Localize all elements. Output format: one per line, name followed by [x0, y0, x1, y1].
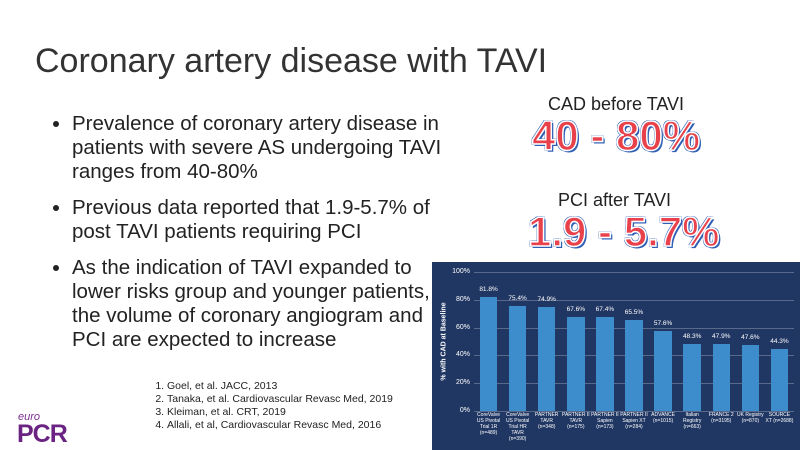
title: Coronary artery disease with TAVI [35, 42, 548, 80]
bar [479, 297, 498, 411]
value-label: 47.6% [741, 333, 760, 341]
stat-label: CAD before TAVI [548, 94, 685, 114]
y-axis-label: % with CAD at Baseline [440, 301, 448, 381]
x-tick-label: SOURCE XT (n=2688) [765, 412, 794, 424]
grid-line [474, 272, 794, 273]
bar [567, 317, 585, 411]
value-label: 57.6% [653, 319, 673, 327]
chart: 0% 20% 40% 60% 80% 100% % with CAD at Baseline… [432, 262, 800, 450]
x-tick-label: PARTNER II TAVR (n=175) [562, 412, 590, 430]
reference: Tanaka, et al. Cardiovascular Revasc Med… [167, 393, 393, 406]
bar [770, 349, 789, 411]
reference: Kleiman, et al. CRT, 2019 [167, 406, 393, 419]
logo-text: euro [18, 411, 41, 423]
bar [741, 344, 760, 411]
x-tick-label: PARTNER II Sapien (n=173) [591, 412, 619, 430]
bar [596, 317, 614, 411]
stat-value: 40 - 80% [531, 111, 701, 160]
x-tick-label: CoreValve US Pivotal Trial 1R (n=489) [476, 412, 501, 436]
bar [625, 319, 643, 411]
y-tick-label: 60% [455, 323, 470, 331]
y-tick-label: 100% [452, 268, 470, 275]
x-tick-label: PARTNER TAVR (n=348) [534, 412, 559, 430]
value-label: 47.9% [712, 333, 731, 341]
value-label: 67.6% [566, 306, 586, 314]
bullet: Previous data reported that 1.9-5.7% of … [72, 196, 450, 244]
x-tick-label: FRANCE 2 (n=3195) [708, 412, 734, 424]
bullet: Prevalence of coronary artery disease in… [72, 112, 450, 184]
y-tick-label: 20% [455, 379, 470, 387]
bar [712, 344, 730, 411]
y-tick-label: 80% [455, 295, 470, 303]
value-label: 74.9% [537, 295, 556, 303]
bar [654, 330, 672, 411]
stat-label: PCI after TAVI [558, 190, 672, 210]
bullet: As the indication of TAVI expanded to lo… [72, 256, 450, 352]
value-label: 44.3% [770, 338, 789, 346]
value-label: 75.4% [508, 295, 527, 303]
bar [508, 306, 527, 411]
value-label: 65.5% [624, 308, 644, 316]
grid-line [474, 299, 794, 301]
x-tick-label: CoreValve US Pivotal Trial HR TAVR (n=39… [505, 412, 530, 442]
reference: Allali, et al, Cardiovascular Revasc Med… [167, 419, 393, 432]
value-label: 67.4% [595, 306, 615, 314]
x-tick-label: Italian Registry (n=663) [682, 412, 702, 430]
x-tick-label: PARTNER II Sapien XT (n=284) [620, 412, 648, 430]
bar [683, 343, 701, 411]
x-tick-label: ADVANCE (n=1015) [651, 412, 675, 424]
reference: Goel, et al. JACC, 2013 [167, 380, 393, 393]
y-tick-label: 40% [455, 351, 470, 359]
stat-value: 1.9 - 5.7% [527, 207, 720, 256]
value-label: 81.8% [479, 286, 498, 294]
logo-text: PCR [17, 420, 68, 448]
value-label: 48.3% [682, 332, 702, 340]
grid-line [474, 411, 794, 412]
y-tick-label: 0% [459, 407, 470, 414]
bar [538, 306, 556, 411]
x-tick-label: UK Registry (n=870) [737, 412, 764, 424]
bullet-list: Prevalence of coronary artery disease in… [52, 112, 450, 364]
reference-list: Goel, et al. JACC, 2013 Tanaka, et al. C… [145, 380, 393, 432]
